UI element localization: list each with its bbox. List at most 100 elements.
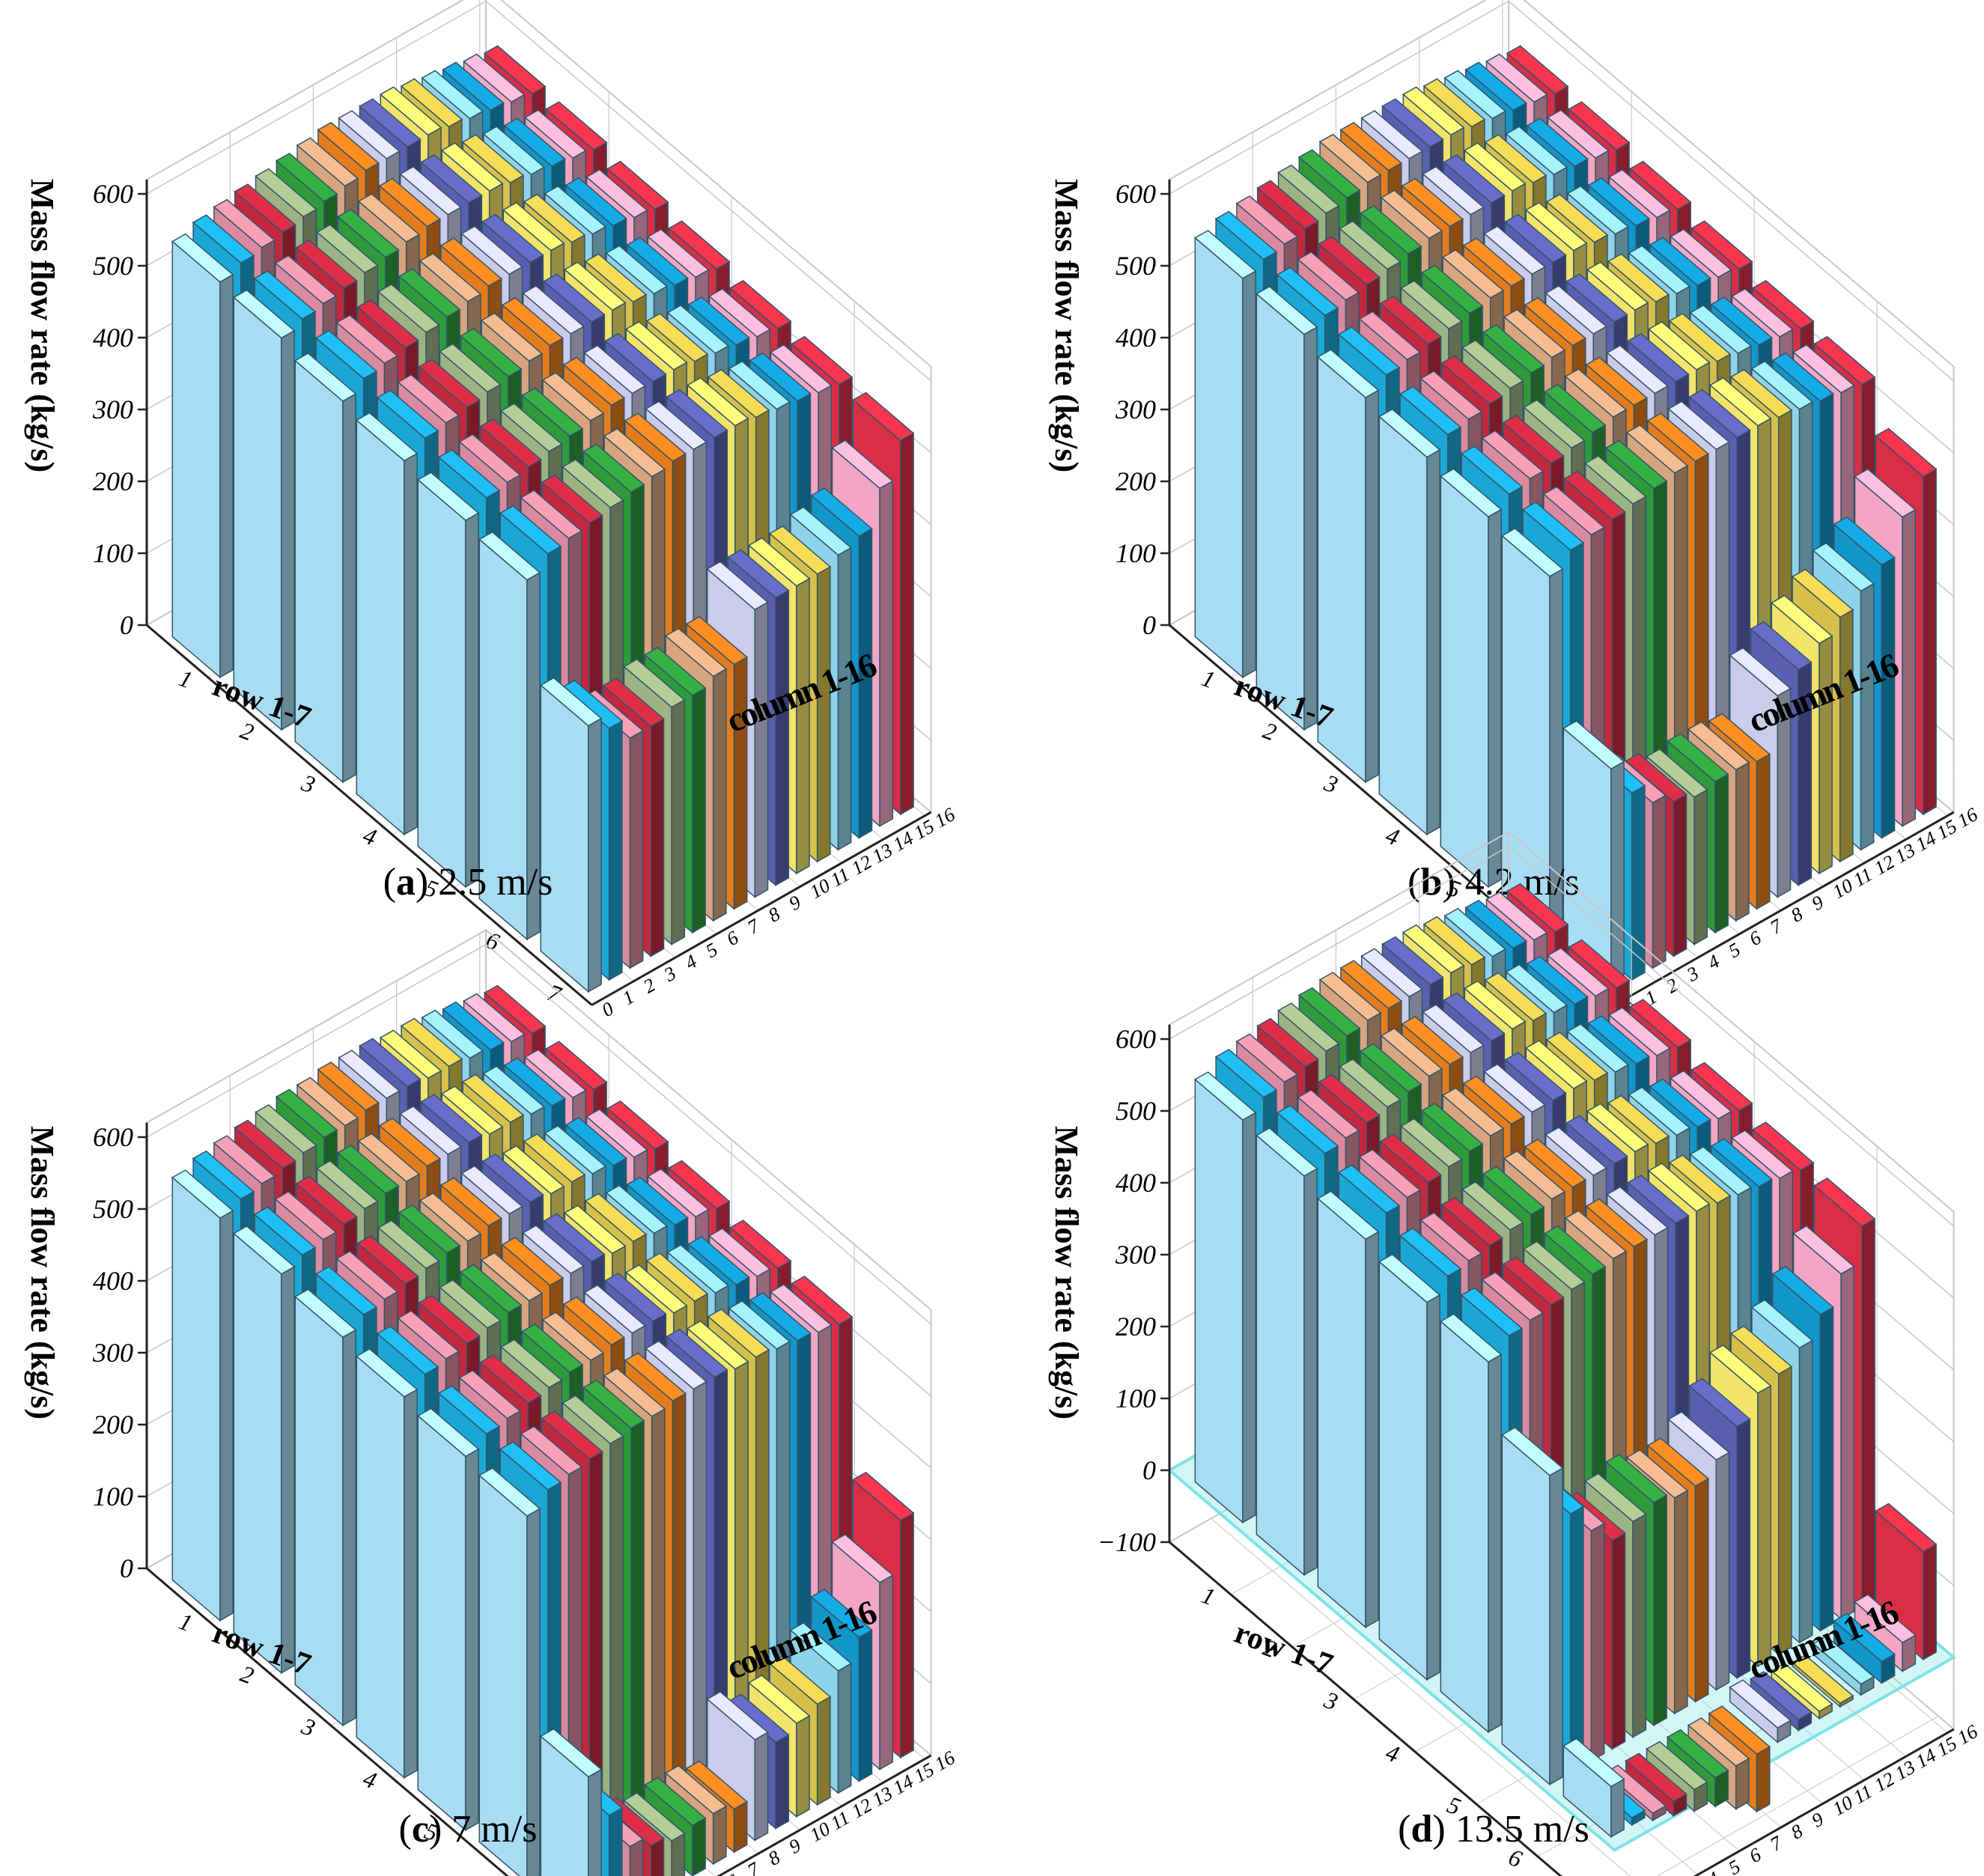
bar-top-face: [442, 1001, 505, 1051]
bar-top-face: [626, 237, 689, 287]
bar-top-face: [522, 284, 585, 335]
bar-top-face: [583, 1284, 646, 1334]
bar-top-face: [520, 1425, 582, 1475]
bar-top-face: [1625, 1449, 1689, 1499]
bar-side-face: [1756, 1746, 1771, 1813]
bar-side-face: [342, 392, 356, 783]
bar-top-face: [1381, 936, 1444, 986]
bar-front-face: [233, 296, 282, 731]
bar-top-face: [1584, 1473, 1647, 1523]
bar-side-face: [775, 1734, 790, 1830]
caption-text-d: 13.5 m/s: [1455, 1808, 1589, 1851]
bar-top-face: [1297, 1089, 1360, 1139]
bar-top-face: [295, 239, 358, 289]
bar-top-face: [1587, 1015, 1650, 1065]
bar-r1-c1: [1193, 229, 1257, 679]
bar-top-face: [1504, 1051, 1567, 1101]
bar-top-face: [1420, 1102, 1484, 1152]
bar-top-face: [1460, 445, 1524, 496]
bar-top-face: [1339, 1058, 1402, 1108]
bar-top-face: [501, 1236, 564, 1286]
bar-top-face: [1690, 220, 1753, 270]
bar-top-face: [1668, 1154, 1732, 1205]
z-tick-label-a: 500: [93, 251, 133, 281]
bar-r4-c1: [355, 1347, 419, 1779]
bar-side-face: [837, 1662, 852, 1794]
bar-top-face: [1628, 245, 1691, 295]
bar-top-face: [1646, 412, 1709, 463]
bar-top-face: [503, 1057, 566, 1107]
bar-top-face: [442, 61, 505, 112]
bar-top-face: [356, 299, 419, 349]
bar-top-face: [1358, 311, 1421, 361]
bar-top-face: [523, 1133, 586, 1183]
bar-side-face: [1923, 1543, 1937, 1660]
bar-top-face: [1420, 264, 1484, 314]
bar-top-face: [1813, 335, 1876, 386]
bar-top-face: [1422, 1004, 1485, 1054]
bar-side-face: [1303, 1167, 1318, 1576]
bar-top-face: [790, 1275, 853, 1325]
bar-top-face: [1731, 1130, 1794, 1180]
z-tick-label-d: 0: [1142, 1455, 1156, 1485]
z-tick-label-c: 0: [120, 1553, 133, 1583]
bar-top-face: [1481, 430, 1544, 480]
bar-top-face: [1649, 237, 1711, 287]
bar-top-face: [687, 296, 750, 346]
z-tick-label-b: 600: [1116, 179, 1156, 209]
bar-top-face: [416, 1407, 480, 1458]
bar-side-face: [1694, 1478, 1709, 1703]
bar-top-face: [503, 118, 566, 168]
bars-d: [1193, 883, 1938, 1839]
bar-top-face: [539, 677, 603, 727]
bar-top-face: [1504, 213, 1567, 264]
bar-side-face: [692, 686, 706, 934]
zaxis-label-a: Mass flow rate (kg/s): [24, 179, 61, 472]
bar-top-face: [1812, 1635, 1875, 1685]
bar-top-face: [708, 1228, 771, 1278]
bar-top-face: [418, 1294, 481, 1344]
bar-top-face: [667, 220, 731, 270]
bar-front-face: [1256, 292, 1305, 731]
bar-r4-c1: [1378, 408, 1441, 836]
bar-front-face: [1440, 475, 1489, 889]
bar-top-face: [728, 279, 792, 329]
row-axis-line-d: [1169, 1541, 1562, 1876]
z-tick-label-b: 0: [1142, 610, 1156, 640]
bar-top-face: [1628, 999, 1692, 1049]
bar-top-face: [376, 389, 439, 439]
bar-top-face: [317, 121, 380, 171]
bar-top-face: [192, 1150, 255, 1200]
bar-top-face: [1687, 721, 1750, 771]
bar-top-face: [790, 335, 853, 386]
bar-top-face: [1337, 326, 1401, 376]
bar-r3-c1: [1316, 349, 1380, 784]
bar-top-face: [563, 261, 627, 311]
col-axis-line-c: [716, 1754, 932, 1876]
bar-top-face: [1666, 733, 1729, 783]
bar-top-face: [606, 1100, 669, 1150]
bar-r5-c1: [1439, 468, 1503, 889]
bar-top-face: [1628, 1086, 1691, 1136]
bar-top-face: [541, 371, 605, 421]
bar-top-face: [624, 1352, 687, 1402]
bar-top-face: [1708, 377, 1772, 427]
bar-top-face: [1380, 189, 1443, 240]
bars-c: [171, 984, 915, 1876]
bar-top-face: [543, 1213, 606, 1263]
bar-top-face: [1235, 195, 1298, 245]
bar-top-face: [789, 506, 852, 556]
bar-side-face: [1365, 389, 1379, 783]
bar-top-face: [1646, 748, 1708, 798]
bar-top-face: [810, 487, 873, 537]
bar-top-face: [359, 98, 422, 148]
bar-top-face: [1379, 295, 1442, 345]
bar-top-face: [1689, 304, 1752, 354]
zaxis-label-b: Mass flow rate (kg/s): [1048, 179, 1085, 472]
bar-r2-c1: [1255, 285, 1318, 731]
bar-side-face: [219, 1210, 234, 1621]
bar-top-face: [458, 1369, 521, 1419]
bar-top-face: [686, 377, 749, 427]
bar-top-face: [1545, 284, 1607, 335]
bar-top-face: [1545, 1127, 1607, 1177]
